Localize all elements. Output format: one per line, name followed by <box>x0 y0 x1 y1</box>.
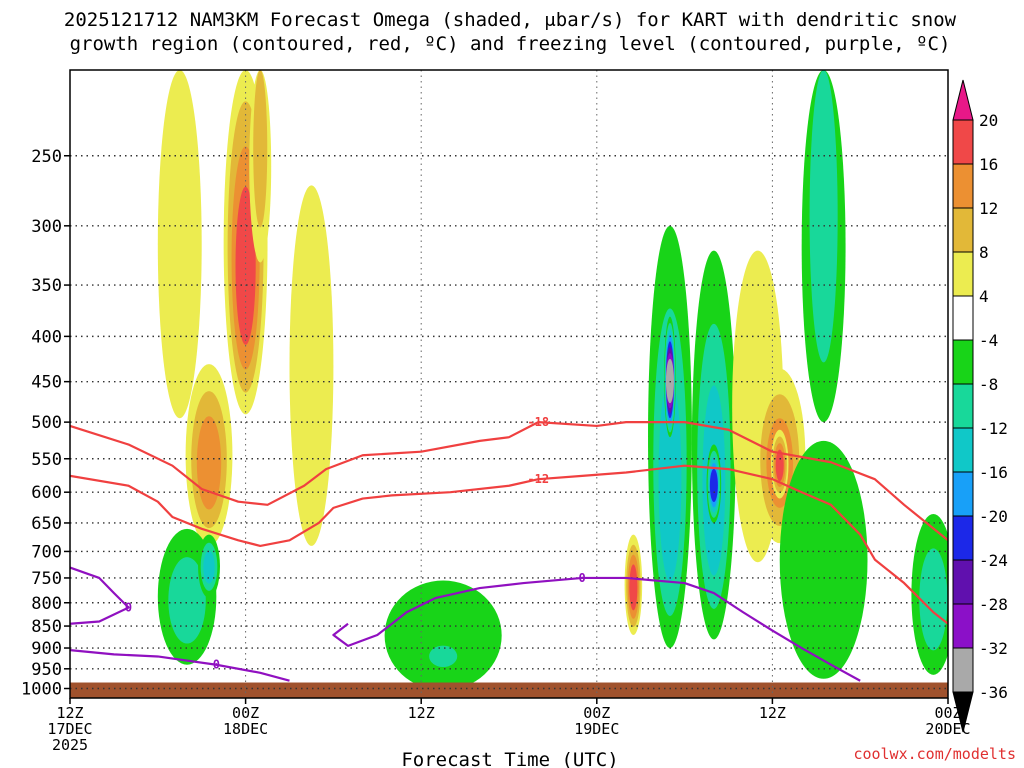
colorbar-seg-2 <box>952 163 974 209</box>
y-tick-300: 300 <box>31 217 62 237</box>
x-tick-60-1: 20DEC <box>925 720 970 738</box>
y-tick-550: 550 <box>31 450 62 470</box>
plot-frame <box>69 69 949 699</box>
colorbar-seg-8 <box>952 427 974 473</box>
x-tick-24-0: 12Z <box>408 704 435 722</box>
y-tick-400: 400 <box>31 327 62 347</box>
omega-cell-18-1 <box>809 70 838 363</box>
x-tick-60-0: 00Z <box>934 704 961 722</box>
colorbar-seg-10 <box>952 515 974 561</box>
colorbar-label-4: 4 <box>979 287 989 306</box>
colorbar-seg-13 <box>952 647 974 693</box>
x-tick-0-0: 12Z <box>56 704 83 722</box>
credit-link[interactable]: coolwx.com/modelts <box>853 745 1016 763</box>
colorbar-label-9: -20 <box>979 507 1008 526</box>
y-tick-450: 450 <box>31 373 62 393</box>
x-tick-12-0: 00Z <box>232 704 259 722</box>
colorbar-label-11: -28 <box>979 595 1008 614</box>
colorbar-seg-7 <box>952 383 974 429</box>
colorbar: 20 16 12 8 4 -4 -8 -12 -16 -20 -24 -28 -32 -36 <box>952 79 1008 733</box>
x-tick-36-0: 00Z <box>583 704 610 722</box>
y-tick-900: 900 <box>31 639 62 659</box>
y-tick-350: 350 <box>31 276 62 296</box>
y-tick-800: 800 <box>31 594 62 614</box>
colorbar-label-7: -12 <box>979 419 1008 438</box>
omega-cell-5-2 <box>203 550 215 584</box>
x-tick-0-1: 17DEC <box>47 720 92 738</box>
colorbar-label-10: -24 <box>979 551 1008 570</box>
y-tick-850: 850 <box>31 617 62 637</box>
colorbar-arrow-top <box>952 79 974 121</box>
x-tick-36-1: 19DEC <box>574 720 619 738</box>
x-tick-12-1: 18DEC <box>223 720 268 738</box>
omega-cell-4-1 <box>168 557 206 644</box>
colorbar-label-1: 16 <box>979 155 998 174</box>
colorbar-seg-3 <box>952 207 974 253</box>
x-tick-0-2: 2025 <box>52 736 88 754</box>
contour-4 <box>332 576 861 682</box>
colorbar-seg-5 <box>952 295 974 341</box>
colorbar-seg-11 <box>952 559 974 605</box>
colorbar-label-3: 8 <box>979 243 989 262</box>
colorbar-seg-1 <box>952 119 974 165</box>
omega-cell-8-1 <box>429 645 458 668</box>
omega-cell-17-3 <box>775 449 784 482</box>
contour-0 <box>70 421 948 542</box>
omega-cell-6-0 <box>289 185 334 546</box>
contours: -18 -12 0 0 0 <box>70 415 948 682</box>
omega-cell-20-1 <box>919 548 948 651</box>
axes: 2503003504004505005506006507007508008509… <box>21 69 971 754</box>
omega-cell-10-2 <box>658 376 682 582</box>
plot-area: -18 -12 0 0 0 <box>70 70 948 698</box>
colorbar-seg-4 <box>952 251 974 297</box>
colorbar-arrow-bottom <box>952 691 974 733</box>
colorbar-label-12: -32 <box>979 639 1008 658</box>
y-tick-1000: 1000 <box>21 680 62 700</box>
contour-label-1: -12 <box>527 472 549 486</box>
colorbar-label-5: -4 <box>979 331 998 350</box>
contour-3 <box>70 649 290 682</box>
y-tick-750: 750 <box>31 569 62 589</box>
omega-cell-1-0 <box>157 70 202 419</box>
terrain <box>70 682 948 698</box>
colorbar-seg-9 <box>952 471 974 517</box>
y-tick-650: 650 <box>31 514 62 534</box>
y-tick-600: 600 <box>31 483 62 503</box>
y-tick-950: 950 <box>31 660 62 680</box>
colorbar-seg-12 <box>952 603 974 649</box>
contour-label-4: 0 <box>579 571 586 585</box>
omega-cell-3-1 <box>253 70 268 228</box>
colorbar-label-6: -8 <box>979 375 998 394</box>
contour-label-2: 0 <box>125 601 132 615</box>
x-tick-48-0: 12Z <box>759 704 786 722</box>
chart-title-line1: 2025121712 NAM3KM Forecast Omega (shaded… <box>64 9 957 31</box>
omega-cell-14-4 <box>709 468 718 502</box>
colorbar-label-8: -16 <box>979 463 1008 482</box>
gridlines <box>70 70 948 698</box>
y-tick-500: 500 <box>31 413 62 433</box>
omega-cell-9-3 <box>629 564 638 611</box>
omega-cell-0-2 <box>196 416 222 510</box>
omega-field <box>70 70 948 698</box>
contour-label-0: -18 <box>527 415 549 429</box>
x-axis-label: Forecast Time (UTC) <box>401 749 618 768</box>
contour-1 <box>70 464 948 625</box>
contour-label-3: 0 <box>213 658 220 672</box>
y-tick-700: 700 <box>31 542 62 562</box>
chart-title-line2: growth region (contoured, red, ºC) and f… <box>70 33 951 55</box>
omega-cell-19-0 <box>779 440 868 679</box>
contour-2 <box>70 566 130 625</box>
colorbar-label-0: 20 <box>979 111 998 130</box>
colorbar-label-2: 12 <box>979 199 998 218</box>
colorbar-label-13: -36 <box>979 683 1008 702</box>
y-tick-250: 250 <box>31 147 62 167</box>
colorbar-seg-6 <box>952 339 974 385</box>
